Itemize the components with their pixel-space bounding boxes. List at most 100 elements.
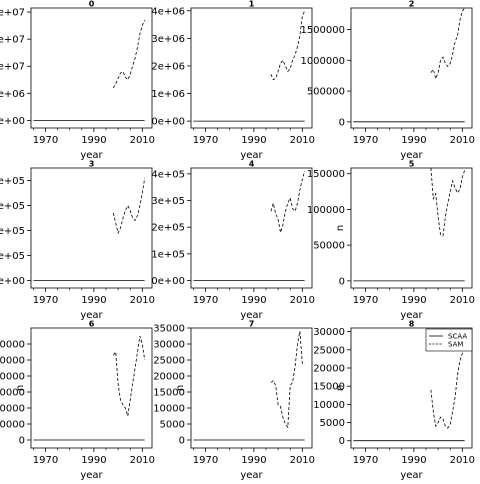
panel-0-y-tick-label: e+06 <box>0 89 25 100</box>
panel-3-x-tick-label: 1990 <box>81 295 106 306</box>
panel-7-y-tick-label: 25000 <box>153 356 185 367</box>
panel-5-y-tick-label: 0 <box>339 276 345 287</box>
panel-1-x-axis-title: year <box>240 150 263 161</box>
panel-7-x-axis-title: year <box>240 470 263 480</box>
panel-8-x-axis-title: year <box>400 470 423 480</box>
panel-8-series-sam-line <box>430 346 466 429</box>
panel-2-y-tick-label: 1000000 <box>300 56 345 67</box>
panel-7-x-tick-label: 1970 <box>193 455 218 466</box>
panel-3-y-tick-label: e+05 <box>0 176 25 187</box>
panel-7-y-tick-label: 5000 <box>160 420 185 431</box>
panel-5-x-axis-title: year <box>400 310 423 321</box>
panel-2-y-tick-label: 500000 <box>307 87 345 98</box>
panel-2-x-tick-label: 2010 <box>450 135 475 146</box>
panel-6-y-axis-title: n <box>15 385 26 391</box>
panel-4-title: 4 <box>249 160 255 169</box>
panel-8-y-axis-title: n <box>335 385 346 391</box>
panel-6-y-tick-label: 0000 <box>0 340 25 351</box>
panel-6-y-tick-label: 0000 <box>0 404 25 415</box>
panel-7-x-tick-label: 1990 <box>241 455 266 466</box>
panel-4-y-tick-label: 2e+05 <box>151 223 185 234</box>
panel-4-y-tick-label: 0e+00 <box>151 276 185 287</box>
panel-2-y-tick-label: 0 <box>339 117 345 128</box>
panel-4-frame <box>190 167 313 289</box>
panel-8-x-tick-label: 1990 <box>401 455 426 466</box>
panel-7-series-sam-line <box>270 331 305 429</box>
panel-8-x-tick-label: 2010 <box>450 455 475 466</box>
panel-8-y-tick-label: 30000 <box>313 327 345 338</box>
panel-1-x-tick-label: 1970 <box>193 135 218 146</box>
panel-0-y-tick-label: e+07 <box>0 8 25 19</box>
panel-4-y-tick-label: 1e+05 <box>151 249 185 260</box>
panel-3-y-tick-label: e+05 <box>0 201 25 212</box>
panel-1-frame <box>190 7 313 129</box>
panel-1-x-tick-label: 2010 <box>290 135 315 146</box>
panel-4-x-tick-label: 1990 <box>241 295 266 306</box>
panel-8-y-tick-label: 25000 <box>313 345 345 356</box>
panel-2-title: 2 <box>409 0 415 9</box>
panel-6-y-tick-label: 0000 <box>0 356 25 367</box>
panel-0-series-sam-line <box>112 20 146 89</box>
panel-6-frame <box>30 327 153 449</box>
panel-5-series-sam-line <box>430 168 466 237</box>
panel-0-frame <box>30 7 153 129</box>
panel-4-y-tick-label: 3e+05 <box>151 196 185 207</box>
panel-7-y-tick-label: 15000 <box>153 388 185 399</box>
panel-2-x-tick-label: 1990 <box>401 135 426 146</box>
panel-8-y-tick-label: 5000 <box>320 418 345 429</box>
panel-1-y-tick-label: 1e+06 <box>151 89 185 100</box>
panel-4-x-tick-label: 1970 <box>193 295 218 306</box>
panel-3-series-sam-line <box>112 177 146 235</box>
panel-7-y-tick-label: 0 <box>179 436 185 447</box>
panel-4-x-axis-title: year <box>240 310 263 321</box>
panel-3-frame <box>30 167 153 289</box>
panel-2-series-sam-line <box>430 8 466 81</box>
panel-0-y-tick-label: e+07 <box>0 35 25 46</box>
panel-0-x-tick-label: 1970 <box>33 135 58 146</box>
panel-5-x-tick-label: 2010 <box>450 295 475 306</box>
panel-7-y-tick-label: 35000 <box>153 324 185 335</box>
panel-6-y-tick-label: 0000 <box>0 372 25 383</box>
panel-0-x-tick-label: 2010 <box>130 135 155 146</box>
panel-4-x-tick-label: 2010 <box>290 295 315 306</box>
legend-box <box>425 328 473 352</box>
panel-2-x-tick-label: 1970 <box>353 135 378 146</box>
panel-6-y-tick-label: 0000 <box>0 420 25 431</box>
panel-4-series-sam-line <box>270 171 306 233</box>
panel-7-title: 7 <box>249 320 255 329</box>
panel-6-title: 6 <box>89 320 95 329</box>
panel-8-y-tick-label: 10000 <box>313 400 345 411</box>
panel-1-series-sam-line <box>270 10 306 81</box>
panel-2-x-axis-title: year <box>400 150 423 161</box>
panel-7-frame <box>190 327 313 449</box>
panel-8-frame <box>350 327 473 449</box>
panel-3-y-tick-label: e+05 <box>0 226 25 237</box>
panel-3-x-tick-label: 2010 <box>130 295 155 306</box>
panel-6-y-tick-label: 0 <box>19 436 25 447</box>
panel-2-y-tick-label: 1500000 <box>300 25 345 36</box>
panel-8-y-tick-label: 0 <box>339 436 345 447</box>
panel-7-x-tick-label: 2010 <box>290 455 315 466</box>
panel-7-y-axis-title: n <box>175 385 186 391</box>
panel-3-y-tick-label: e+00 <box>0 276 25 287</box>
panel-5-title: 5 <box>409 160 415 169</box>
panel-5-y-tick-label: 150000 <box>307 169 345 180</box>
panel-7-y-tick-label: 20000 <box>153 372 185 383</box>
panel-1-y-tick-label: 2e+06 <box>151 61 185 72</box>
panel-1-y-tick-label: 4e+06 <box>151 6 185 17</box>
panel-3-title: 3 <box>89 160 95 169</box>
panel-6-x-tick-label: 2010 <box>130 455 155 466</box>
panel-5-y-tick-label: 100000 <box>307 205 345 216</box>
panel-7-y-tick-label: 30000 <box>153 340 185 351</box>
legend-label-sam: SAM <box>448 341 463 349</box>
panel-5-x-tick-label: 1970 <box>353 295 378 306</box>
panel-6-x-axis-title: year <box>80 470 103 480</box>
panel-0-x-axis-title: year <box>80 150 103 161</box>
panel-5-y-tick-label: 50000 <box>313 241 345 252</box>
panel-6-x-tick-label: 1970 <box>33 455 58 466</box>
panel-2-frame <box>350 7 473 129</box>
panel-5-y-axis-title: n <box>335 225 346 231</box>
